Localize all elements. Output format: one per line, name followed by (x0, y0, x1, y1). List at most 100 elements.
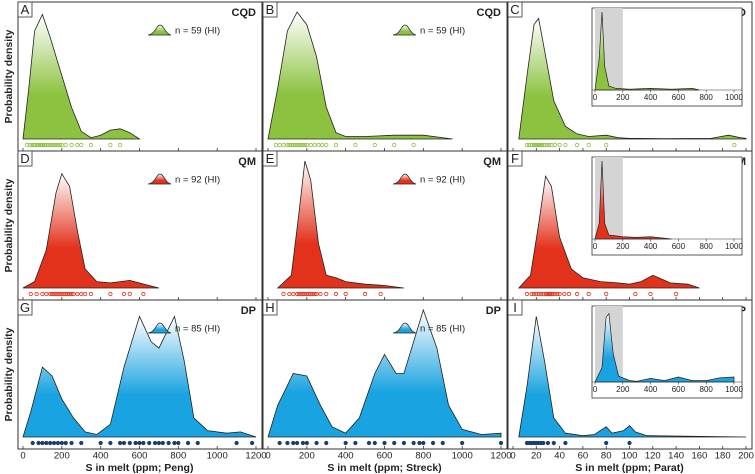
inset-x-tick-label: 800 (700, 93, 714, 102)
rug-point (312, 291, 317, 297)
rug-point (69, 291, 74, 297)
rug-point (30, 440, 35, 446)
density-area (22, 315, 257, 438)
rug-point (79, 291, 84, 297)
panel-letter-box (262, 150, 278, 167)
rug-point (40, 440, 45, 446)
x-tick-label: 0 (265, 451, 270, 462)
rug-point (291, 142, 296, 148)
rug-point (555, 291, 560, 297)
rug-point (604, 142, 609, 148)
rug-point (117, 142, 123, 148)
rug-point (563, 440, 568, 446)
rug-point (48, 440, 53, 446)
rug-point (378, 291, 383, 297)
inset-x-tick-label: 0 (593, 385, 598, 394)
rug-point (538, 291, 544, 297)
x-tick-label: 0 (510, 451, 515, 462)
rug-point (281, 142, 286, 148)
rug-point (160, 440, 165, 446)
rug-point (586, 291, 591, 297)
inset-x-tick-label: 1000 (725, 385, 743, 394)
rug-point (333, 142, 339, 148)
x-tick-label: 200 (54, 451, 70, 462)
legend-label: n = 92 (HI) (420, 175, 465, 186)
rug-point (291, 291, 296, 297)
rug-point (557, 291, 562, 297)
panel-letter-box (507, 299, 523, 316)
rug-point (324, 142, 329, 148)
rug-point (392, 142, 397, 148)
group-label: QM (483, 156, 501, 168)
panel-letter-box (507, 150, 523, 167)
rug-point (166, 440, 171, 446)
inset-x-tick-label: 1000 (725, 93, 743, 102)
inset-x-tick-label: 400 (644, 93, 658, 102)
panel-letter: D (20, 151, 29, 166)
rug-point (411, 142, 416, 148)
rug-point (273, 142, 278, 148)
rug-point (137, 440, 142, 446)
rug-point (61, 291, 66, 297)
rug-point (277, 440, 282, 446)
rug-point (108, 291, 113, 297)
rug-point (308, 142, 313, 148)
rug-point (59, 142, 64, 148)
group-label: DP (486, 305, 501, 317)
rug-point (127, 291, 132, 297)
rug-point (552, 142, 558, 148)
density-area (267, 308, 502, 438)
rug-point (289, 142, 294, 148)
rug-point (421, 440, 426, 446)
group-label: CQD (477, 7, 502, 19)
rug-point (318, 291, 323, 297)
rug-point (540, 142, 545, 148)
rug-point (547, 142, 552, 148)
y-axis-label: Probability density (3, 29, 15, 123)
rug-point (296, 291, 302, 297)
group-label: DP (241, 305, 256, 317)
rug-point (498, 440, 504, 446)
rug-point (117, 440, 123, 446)
legend-label: n = 85 (HI) (175, 324, 220, 335)
rug-point (141, 440, 146, 446)
rug-point (195, 440, 200, 446)
x-tick-label: 20 (531, 451, 542, 462)
panel-letter-box (507, 1, 523, 18)
rug-point (287, 291, 292, 297)
rug-point (316, 142, 321, 148)
rug-point (285, 440, 290, 446)
rug-point (281, 291, 286, 297)
rug-point (366, 440, 372, 446)
rug-point (127, 440, 132, 446)
panel-letter-box (17, 299, 33, 316)
rug-point (304, 291, 309, 297)
rug-point (28, 291, 33, 297)
rug-point (310, 291, 315, 297)
rug-point (542, 142, 547, 148)
x-tick-label: 600 (132, 451, 148, 462)
rug-point (46, 142, 51, 148)
legend-icon (392, 24, 417, 36)
rug-point (353, 142, 358, 148)
x-tick-label: 80 (601, 451, 612, 462)
group-label: QM (238, 156, 256, 168)
legend-icon (392, 322, 417, 334)
rug-point (295, 291, 300, 297)
rug-point (574, 291, 580, 297)
rug-point (300, 142, 306, 148)
rug-point (304, 440, 309, 446)
legend-label: n = 59 (HI) (420, 26, 465, 37)
rug-point (563, 142, 568, 148)
inset-density-area (594, 11, 700, 91)
x-tick-label: 400 (338, 451, 354, 462)
rug-point (79, 142, 84, 148)
x-tick-label: 1200 (490, 451, 511, 462)
rug-point (121, 291, 127, 297)
rug-point (300, 440, 306, 446)
rug-point (156, 440, 162, 446)
rug-point (673, 291, 679, 297)
rug-point (141, 291, 146, 297)
x-axis-label: S in melt (ppm; Peng) (86, 462, 194, 474)
